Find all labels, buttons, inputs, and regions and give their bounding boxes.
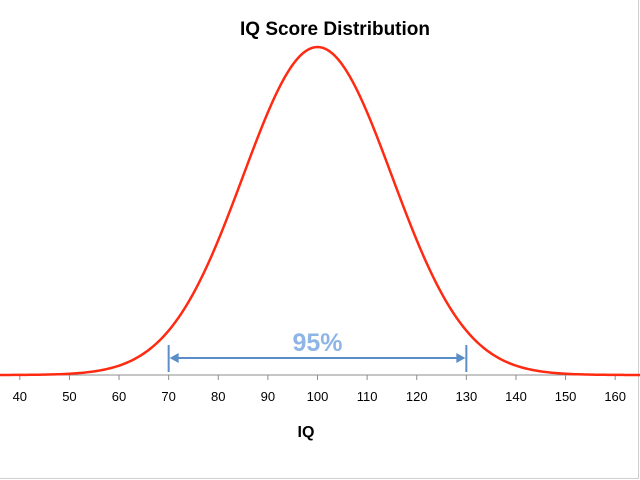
- x-tick-label: 70: [161, 389, 175, 404]
- x-tick-label: 50: [62, 389, 76, 404]
- x-tick-label: 80: [211, 389, 225, 404]
- x-tick-label: 140: [505, 389, 527, 404]
- x-tick-label: 110: [357, 389, 378, 404]
- x-tick-label: 160: [604, 389, 626, 404]
- distribution-curve: [0, 45, 640, 377]
- x-axis-label: IQ: [298, 424, 315, 441]
- annotation-left-arrowhead: [169, 353, 179, 363]
- annotation-label: 95%: [292, 329, 342, 357]
- x-tick-label: 150: [555, 389, 577, 404]
- x-tick-label: 100: [307, 389, 329, 404]
- x-tick-label: 120: [406, 389, 428, 404]
- chart-title: IQ Score Distribution: [240, 19, 430, 40]
- annotation-right-arrowhead: [456, 353, 466, 363]
- x-tick-label: 90: [261, 389, 275, 404]
- x-tick-label: 40: [13, 389, 27, 404]
- x-tick-label: 60: [112, 389, 126, 404]
- confidence-annotation: 95%: [167, 329, 468, 372]
- x-tick-label: 130: [455, 389, 477, 404]
- x-axis-ticks: 40 50 60 70 80 90 100 110 120 130 140 150 160: [13, 375, 626, 404]
